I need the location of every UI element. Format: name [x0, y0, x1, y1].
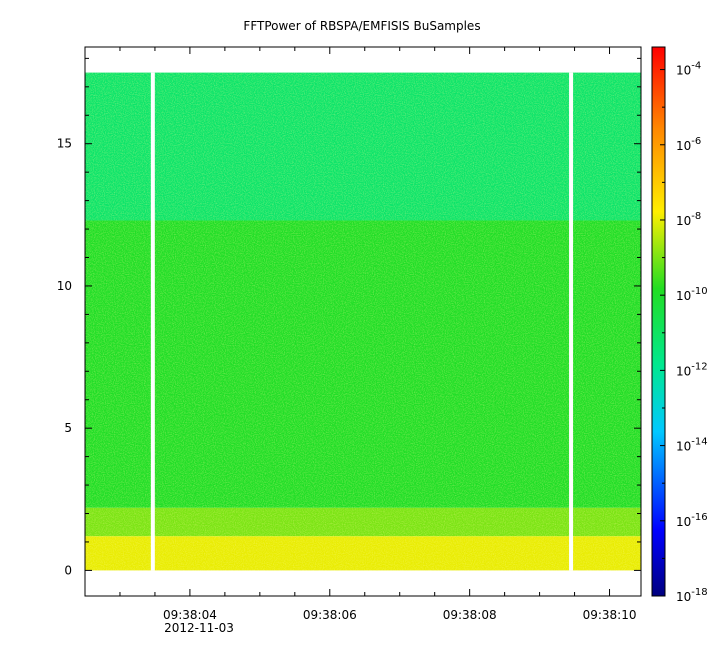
plot-frame: [84, 46, 642, 597]
colorbar: 10-18 10-16 10-14 10-12 10-10 10-8 10-6 10-4: [651, 46, 708, 604]
x-tick-label: 09:38:10: [583, 608, 637, 622]
x-tick-label: 09:38:08: [443, 608, 497, 622]
colorbar-tick-exponent: -12: [691, 361, 707, 372]
data-gap: [150, 72, 155, 571]
spectrogram-texture: [85, 72, 641, 571]
colorbar-tick-label: 10-12: [676, 361, 708, 378]
colorbar-tick-exponent: -14: [691, 437, 707, 448]
y-tick-label: 0: [64, 563, 72, 577]
colorbar-tick-exponent: -16: [691, 512, 707, 523]
y-tick-label: 10: [57, 279, 72, 293]
colorbar-tick-exponent: -18: [691, 587, 707, 598]
chart-title: FFTPower of RBSPA/EMFISIS BuSamples: [243, 19, 480, 33]
colorbar-tick-label: 10-8: [676, 211, 701, 228]
colorbar-tick-label: 10-6: [676, 136, 701, 153]
x-tick-label: 09:38:04: [163, 608, 217, 622]
x-tick-label: 09:38:06: [303, 608, 357, 622]
colorbar-tick-exponent: -8: [691, 211, 701, 222]
colorbar-tick-exponent: -10: [691, 286, 707, 297]
x-axis: 09:38:04 09:38:06 09:38:08 09:38:10: [84, 47, 637, 622]
data-gap: [569, 72, 574, 571]
y-axis: 0 5 10 15: [57, 57, 641, 577]
spectrogram-data: [85, 72, 641, 571]
colorbar-tick-label: 10-16: [676, 512, 708, 529]
colorbar-tick-label: 10-18: [676, 587, 708, 604]
colorbar-tick-exponent: -4: [691, 61, 701, 72]
y-tick-label: 5: [64, 421, 72, 435]
colorbar-tick-exponent: -6: [691, 136, 701, 147]
colorbar-scale: [651, 46, 666, 597]
colorbar-tick-label: 10-10: [676, 286, 708, 303]
colorbar-tick-label: 10-14: [676, 437, 708, 454]
y-tick-label: 15: [57, 137, 72, 151]
colorbar-tick-label: 10-4: [676, 61, 701, 78]
x-date-label: 2012-11-03: [164, 621, 234, 635]
plot-area: [84, 46, 642, 597]
